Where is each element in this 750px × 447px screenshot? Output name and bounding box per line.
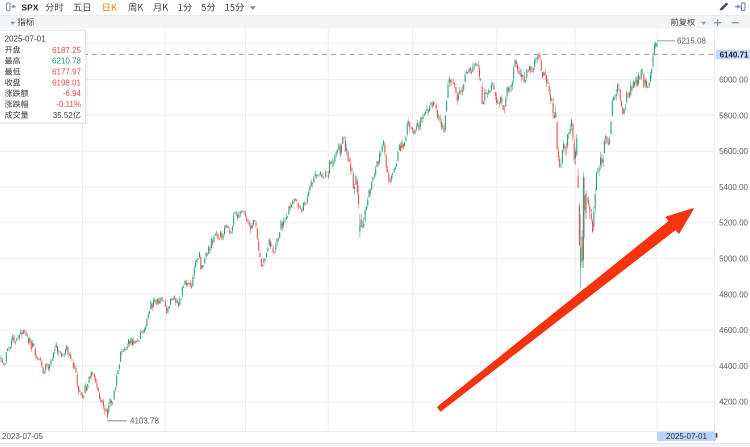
svg-text:-6.94: -6.94: [63, 89, 82, 98]
svg-text:4200.00: 4200.00: [719, 398, 748, 407]
svg-text:35.52: 35.52: [53, 111, 74, 120]
svg-text:5200.00: 5200.00: [719, 219, 748, 228]
svg-text:4400.00: 4400.00: [719, 362, 748, 371]
svg-text:4800.00: 4800.00: [719, 290, 748, 299]
svg-text:6140.71: 6140.71: [720, 51, 749, 60]
svg-text:5400.00: 5400.00: [719, 183, 748, 192]
svg-text:2023-07-05: 2023-07-05: [2, 432, 43, 441]
svg-text:5600.00: 5600.00: [719, 147, 748, 156]
svg-text:5000.00: 5000.00: [719, 255, 748, 264]
svg-text:6198.01: 6198.01: [52, 78, 81, 87]
svg-text:4103.78: 4103.78: [130, 417, 159, 426]
svg-text:4600.00: 4600.00: [719, 326, 748, 335]
svg-text:SPX: SPX: [22, 2, 39, 12]
svg-text:6210.78: 6210.78: [52, 57, 81, 66]
svg-text:5800.00: 5800.00: [719, 111, 748, 120]
svg-text:6000.00: 6000.00: [719, 76, 748, 85]
svg-text:6187.25: 6187.25: [52, 46, 81, 55]
svg-text:2025-07-01: 2025-07-01: [5, 35, 46, 44]
svg-text:2025-07-01: 2025-07-01: [666, 432, 707, 441]
svg-text:6177.97: 6177.97: [52, 67, 81, 76]
svg-text:6215.08: 6215.08: [677, 37, 706, 46]
svg-text:-0.11%: -0.11%: [56, 100, 81, 109]
